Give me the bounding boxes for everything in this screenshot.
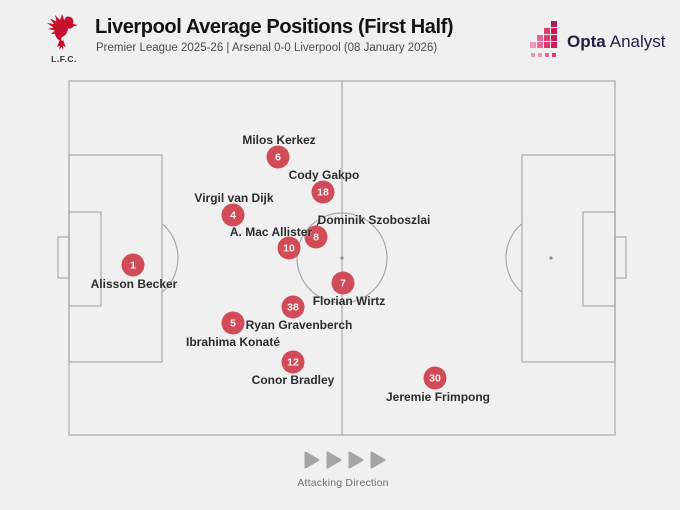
player-marker: 38 bbox=[281, 295, 305, 319]
player-name-label: Jeremie Frimpong bbox=[385, 390, 491, 404]
player-name-label: Cody Gakpo bbox=[288, 168, 360, 182]
opta-icon-square bbox=[537, 52, 542, 57]
liverpool-crest: L.F.C. bbox=[40, 11, 88, 64]
player-marker: 6 bbox=[266, 145, 290, 169]
opta-icon-square bbox=[544, 42, 550, 48]
opta-icon-square bbox=[530, 42, 536, 48]
left-goal bbox=[57, 236, 70, 279]
right-goal bbox=[614, 236, 627, 279]
attack-arrow-icon bbox=[348, 451, 364, 469]
attack-arrow-icon bbox=[304, 451, 320, 469]
opta-icon-square bbox=[544, 52, 549, 57]
player-name-label: Alisson Becker bbox=[90, 277, 178, 291]
attack-arrow-icon bbox=[370, 451, 386, 469]
attacking-direction-label: Attacking Direction bbox=[297, 477, 389, 489]
opta-word-bold: Opta bbox=[567, 32, 606, 51]
player-name-label: Milos Kerkez bbox=[242, 133, 316, 147]
player-marker: 1 bbox=[121, 253, 145, 277]
player-name-label: Ryan Gravenberch bbox=[245, 318, 353, 332]
player-name-label: Dominik Szoboszlai bbox=[317, 213, 431, 227]
player-name-label: Florian Wirtz bbox=[312, 294, 386, 308]
player-name-label: Ibrahima Konaté bbox=[185, 335, 281, 349]
right-penalty-area bbox=[521, 154, 616, 363]
left-penalty-arc bbox=[161, 223, 179, 293]
player-marker: 12 bbox=[281, 350, 305, 374]
player-name-label: Virgil van Dijk bbox=[194, 191, 274, 205]
player-name-label: A. Mac Allister bbox=[229, 225, 313, 239]
opta-wordmark: Opta Analyst bbox=[567, 32, 665, 52]
center-spot bbox=[340, 256, 344, 260]
liver-bird-icon bbox=[47, 14, 78, 50]
player-marker: 4 bbox=[221, 203, 245, 227]
opta-icon-square bbox=[551, 21, 557, 27]
player-marker: 7 bbox=[331, 271, 355, 295]
right-penalty-arc bbox=[505, 223, 523, 293]
right-goal-area bbox=[582, 211, 616, 307]
opta-bars-icon bbox=[530, 21, 560, 57]
attacking-direction-arrows bbox=[304, 451, 386, 469]
center-circle bbox=[296, 212, 388, 304]
player-marker: 5 bbox=[221, 311, 245, 335]
opta-icon-square bbox=[544, 35, 550, 41]
opta-icon-square bbox=[537, 42, 543, 48]
player-marker: 8 bbox=[304, 225, 328, 249]
left-penalty-area bbox=[68, 154, 163, 363]
player-name-label: Conor Bradley bbox=[251, 373, 335, 387]
player-marker: 18 bbox=[311, 180, 335, 204]
opta-word-light: Analyst bbox=[609, 32, 666, 51]
right-penalty-spot bbox=[549, 256, 553, 260]
left-goal-area bbox=[68, 211, 102, 307]
player-marker: 10 bbox=[277, 236, 301, 260]
opta-icon-square bbox=[551, 28, 557, 34]
attack-arrow-icon bbox=[326, 451, 342, 469]
opta-icon-square bbox=[551, 42, 557, 48]
lfc-abbrev: L.F.C. bbox=[51, 54, 77, 64]
opta-icon-square bbox=[530, 52, 535, 57]
page-subtitle: Premier League 2025-26 | Arsenal 0-0 Liv… bbox=[96, 42, 438, 54]
page-title: Liverpool Average Positions (First Half) bbox=[95, 16, 454, 38]
opta-icon-square bbox=[551, 52, 556, 57]
player-marker: 30 bbox=[423, 366, 447, 390]
opta-icon-square bbox=[537, 35, 543, 41]
opta-icon-square bbox=[551, 35, 557, 41]
opta-analyst-logo: Opta Analyst bbox=[530, 21, 665, 57]
opta-icon-square bbox=[544, 28, 550, 34]
